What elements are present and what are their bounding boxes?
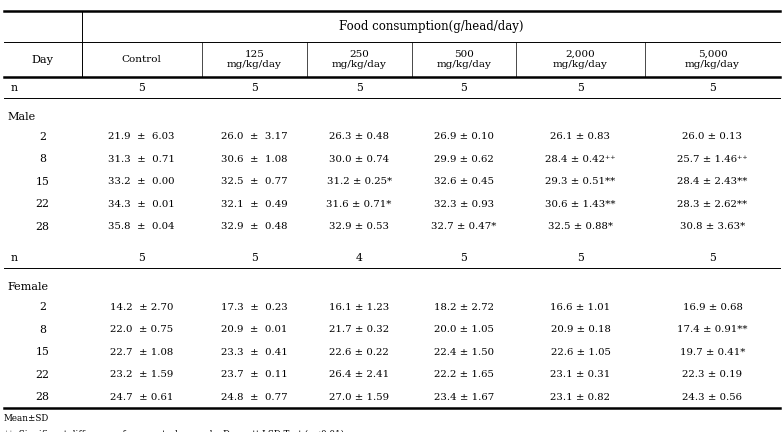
Text: n: n [10, 83, 17, 93]
Text: 8: 8 [39, 154, 46, 165]
Text: 26.4 ± 2.41: 26.4 ± 2.41 [329, 370, 389, 379]
Text: 31.2 ± 0.25*: 31.2 ± 0.25* [327, 178, 392, 186]
Text: Mean±SD: Mean±SD [4, 414, 49, 422]
Text: 24.3 ± 0.56: 24.3 ± 0.56 [683, 393, 742, 401]
Text: 22: 22 [36, 369, 50, 380]
Text: ⁺⁺  Significant differences from control group by Dunnett LSD Test (p<0.01): ⁺⁺ Significant differences from control … [4, 430, 344, 432]
Text: 32.5  ±  0.77: 32.5 ± 0.77 [221, 178, 288, 186]
Text: 26.1 ± 0.83: 26.1 ± 0.83 [551, 133, 611, 141]
Text: 31.6 ± 0.71*: 31.6 ± 0.71* [326, 200, 392, 209]
Text: 18.2 ± 2.72: 18.2 ± 2.72 [434, 303, 494, 311]
Text: 5: 5 [461, 253, 468, 263]
Text: 2: 2 [39, 132, 46, 142]
Text: 29.9 ± 0.62: 29.9 ± 0.62 [434, 155, 494, 164]
Text: 8: 8 [39, 324, 46, 335]
Text: 30.6 ± 1.43**: 30.6 ± 1.43** [545, 200, 615, 209]
Text: 32.6 ± 0.45: 32.6 ± 0.45 [434, 178, 494, 186]
Text: 32.9 ± 0.53: 32.9 ± 0.53 [329, 222, 389, 231]
Text: 5: 5 [709, 253, 716, 263]
Text: 4: 4 [356, 253, 363, 263]
Text: 17.4 ± 0.91**: 17.4 ± 0.91** [677, 325, 748, 334]
Text: 15: 15 [36, 177, 50, 187]
Text: 5: 5 [251, 253, 258, 263]
Text: 22.6 ± 1.05: 22.6 ± 1.05 [551, 348, 611, 356]
Text: 23.7  ±  0.11: 23.7 ± 0.11 [221, 370, 288, 379]
Text: 5: 5 [356, 83, 363, 93]
Text: 22: 22 [36, 199, 50, 210]
Text: 5: 5 [709, 83, 716, 93]
Text: 22.4 ± 1.50: 22.4 ± 1.50 [434, 348, 494, 356]
Text: 5,000
mg/kg/day: 5,000 mg/kg/day [685, 50, 740, 69]
Text: 16.9 ± 0.68: 16.9 ± 0.68 [683, 303, 742, 311]
Text: 20.9 ± 0.18: 20.9 ± 0.18 [551, 325, 611, 334]
Text: 26.9 ± 0.10: 26.9 ± 0.10 [434, 133, 494, 141]
Text: 20.9  ±  0.01: 20.9 ± 0.01 [221, 325, 288, 334]
Text: 28.4 ± 2.43**: 28.4 ± 2.43** [677, 178, 748, 186]
Text: 5: 5 [577, 253, 584, 263]
Text: 14.2  ± 2.70: 14.2 ± 2.70 [110, 303, 174, 311]
Text: 125
mg/kg/day: 125 mg/kg/day [227, 50, 282, 69]
Text: 33.2  ±  0.00: 33.2 ± 0.00 [109, 178, 175, 186]
Text: 24.8  ±  0.77: 24.8 ± 0.77 [221, 393, 288, 401]
Text: 23.4 ± 1.67: 23.4 ± 1.67 [434, 393, 494, 401]
Text: 23.3  ±  0.41: 23.3 ± 0.41 [221, 348, 288, 356]
Text: 32.9  ±  0.48: 32.9 ± 0.48 [221, 222, 288, 231]
Text: 26.3 ± 0.48: 26.3 ± 0.48 [329, 133, 389, 141]
Text: 22.0  ± 0.75: 22.0 ± 0.75 [110, 325, 174, 334]
Text: n: n [10, 253, 17, 263]
Text: 250
mg/kg/day: 250 mg/kg/day [332, 50, 386, 69]
Text: 35.8  ±  0.04: 35.8 ± 0.04 [109, 222, 175, 231]
Text: Female: Female [8, 282, 49, 292]
Text: 22.3 ± 0.19: 22.3 ± 0.19 [683, 370, 742, 379]
Text: 28: 28 [36, 392, 50, 402]
Text: 16.1 ± 1.23: 16.1 ± 1.23 [329, 303, 389, 311]
Text: 30.8 ± 3.63*: 30.8 ± 3.63* [680, 222, 745, 231]
Text: 5: 5 [577, 83, 584, 93]
Text: 27.0 ± 1.59: 27.0 ± 1.59 [329, 393, 389, 401]
Text: 21.7 ± 0.32: 21.7 ± 0.32 [329, 325, 389, 334]
Text: 32.5 ± 0.88*: 32.5 ± 0.88* [548, 222, 613, 231]
Text: 28: 28 [36, 222, 50, 232]
Text: 5: 5 [461, 83, 468, 93]
Text: Day: Day [32, 54, 54, 65]
Text: 23.1 ± 0.31: 23.1 ± 0.31 [551, 370, 611, 379]
Text: 34.3  ±  0.01: 34.3 ± 0.01 [109, 200, 175, 209]
Text: 5: 5 [138, 83, 145, 93]
Text: 32.1  ±  0.49: 32.1 ± 0.49 [221, 200, 288, 209]
Text: 21.9  ±  6.03: 21.9 ± 6.03 [109, 133, 175, 141]
Text: 26.0 ± 0.13: 26.0 ± 0.13 [683, 133, 742, 141]
Text: 22.7  ± 1.08: 22.7 ± 1.08 [110, 348, 174, 356]
Text: 19.7 ± 0.41*: 19.7 ± 0.41* [680, 348, 745, 356]
Text: 30.6  ±  1.08: 30.6 ± 1.08 [221, 155, 288, 164]
Text: 500
mg/kg/day: 500 mg/kg/day [436, 50, 491, 69]
Text: 22.2 ± 1.65: 22.2 ± 1.65 [434, 370, 494, 379]
Text: Food consumption(g/head/day): Food consumption(g/head/day) [339, 20, 523, 33]
Text: Male: Male [8, 111, 36, 122]
Text: 28.3 ± 2.62**: 28.3 ± 2.62** [677, 200, 748, 209]
Text: 2,000
mg/kg/day: 2,000 mg/kg/day [553, 50, 608, 69]
Text: 23.2  ± 1.59: 23.2 ± 1.59 [110, 370, 174, 379]
Text: 22.6 ± 0.22: 22.6 ± 0.22 [329, 348, 389, 356]
Text: 32.3 ± 0.93: 32.3 ± 0.93 [434, 200, 494, 209]
Text: 5: 5 [138, 253, 145, 263]
Text: 32.7 ± 0.47*: 32.7 ± 0.47* [432, 222, 497, 231]
Text: 29.3 ± 0.51**: 29.3 ± 0.51** [545, 178, 615, 186]
Text: Control: Control [122, 55, 162, 64]
Text: 5: 5 [251, 83, 258, 93]
Text: 31.3  ±  0.71: 31.3 ± 0.71 [108, 155, 175, 164]
Text: 24.7  ± 0.61: 24.7 ± 0.61 [110, 393, 174, 401]
Text: 23.1 ± 0.82: 23.1 ± 0.82 [551, 393, 611, 401]
Text: 16.6 ± 1.01: 16.6 ± 1.01 [551, 303, 611, 311]
Text: 28.4 ± 0.42⁺⁺: 28.4 ± 0.42⁺⁺ [545, 155, 615, 164]
Text: 20.0 ± 1.05: 20.0 ± 1.05 [434, 325, 494, 334]
Text: 15: 15 [36, 347, 50, 357]
Text: 2: 2 [39, 302, 46, 312]
Text: 25.7 ± 1.46⁺⁺: 25.7 ± 1.46⁺⁺ [677, 155, 748, 164]
Text: 26.0  ±  3.17: 26.0 ± 3.17 [221, 133, 288, 141]
Text: 30.0 ± 0.74: 30.0 ± 0.74 [329, 155, 389, 164]
Text: 17.3  ±  0.23: 17.3 ± 0.23 [221, 303, 288, 311]
